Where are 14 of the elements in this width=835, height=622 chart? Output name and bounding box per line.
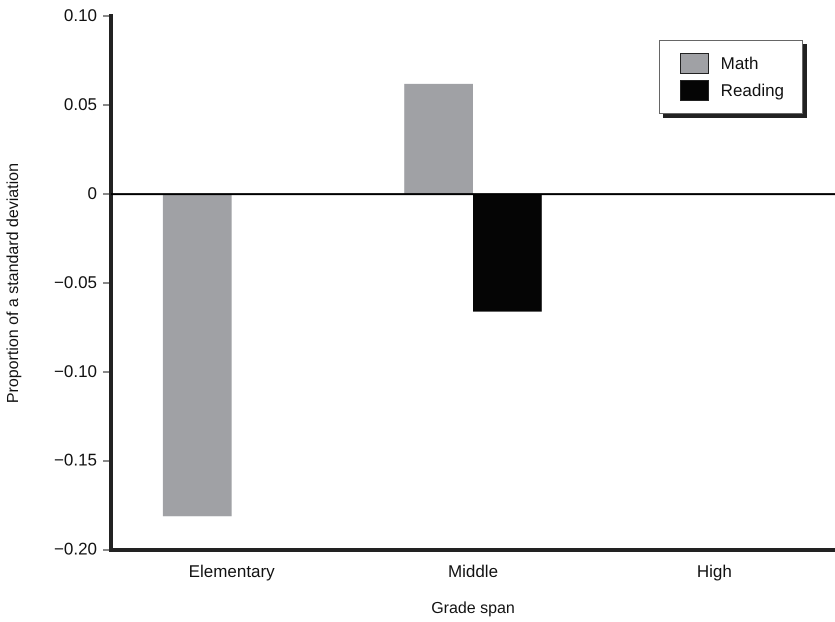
y-tick-label: 0.10: [64, 6, 97, 25]
legend-label: Reading: [720, 80, 784, 100]
y-tick-label: −0.20: [54, 540, 97, 559]
y-tick-label: 0: [88, 184, 97, 203]
legend-label: Math: [720, 54, 758, 74]
x-axis-title: Grade span: [431, 600, 515, 617]
y-tick-label: 0.05: [64, 94, 97, 114]
x-tick-label: High: [696, 562, 732, 581]
x-tick-label: Middle: [448, 562, 498, 581]
y-axis-title: Proportion of a standard deviation: [5, 163, 22, 404]
y-tick-label: −0.10: [54, 362, 97, 381]
x-tick-label: Elementary: [188, 562, 276, 581]
y-tick-label: −0.15: [54, 450, 97, 470]
y-tick-label: −0.05: [54, 272, 97, 292]
